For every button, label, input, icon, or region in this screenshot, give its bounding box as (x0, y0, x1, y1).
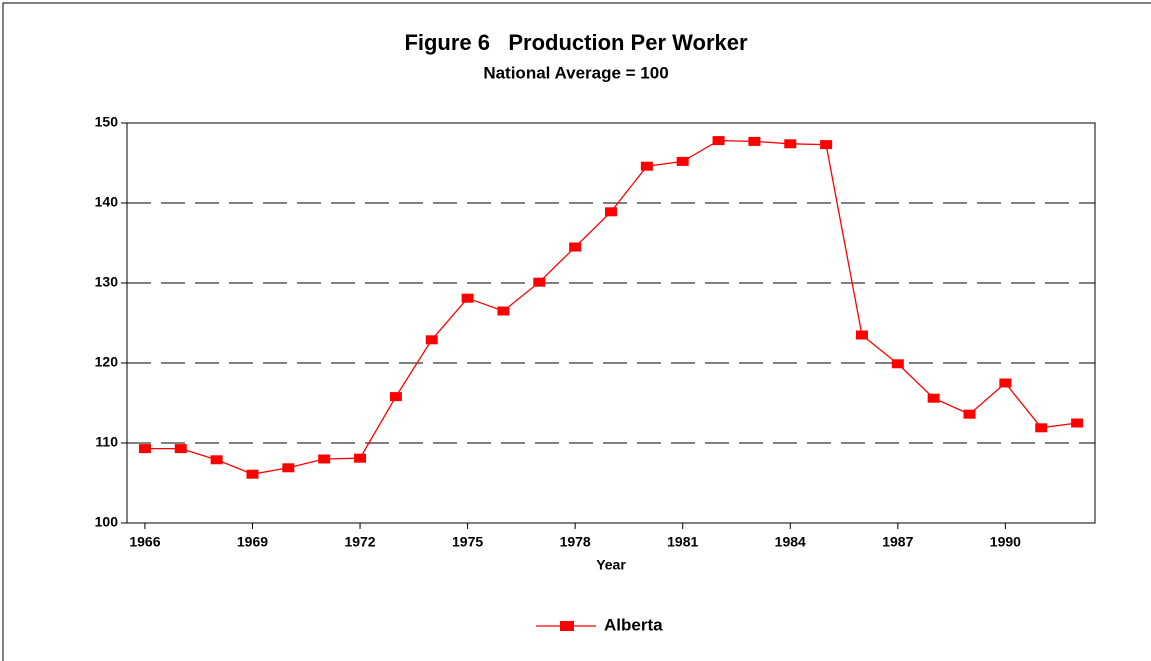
chart-title: Figure 6 Production Per Worker (404, 30, 748, 55)
point (389, 392, 402, 402)
x-tick-label: 1984 (775, 534, 806, 550)
point (282, 463, 295, 473)
legend-label: Alberta (604, 615, 663, 634)
x-axis-title: Year (596, 557, 626, 573)
point (1035, 423, 1048, 433)
point (963, 409, 976, 419)
point (210, 455, 223, 465)
x-tick-label: 1990 (990, 534, 1021, 550)
point (569, 242, 582, 252)
point (784, 139, 797, 149)
y-tick-label: 140 (95, 194, 119, 210)
y-tick-label: 150 (95, 114, 119, 130)
series-line (144, 139, 1078, 475)
point (999, 378, 1012, 388)
chart-subtitle: National Average = 100 (483, 63, 668, 82)
x-tick-label: 1975 (452, 534, 483, 550)
point (425, 335, 438, 345)
y-tick-label: 100 (95, 514, 119, 530)
point (497, 306, 510, 316)
point (1071, 418, 1084, 428)
x-tick-label: 1972 (344, 534, 375, 550)
point (855, 330, 868, 340)
x-tick-label: 1981 (667, 534, 698, 550)
x-tick-label: 1987 (882, 534, 913, 550)
legend-marker (560, 621, 574, 631)
point (461, 293, 474, 303)
point (640, 161, 653, 171)
point (533, 277, 546, 287)
point (712, 136, 725, 146)
point (605, 207, 617, 217)
y-tick-label: 110 (95, 434, 118, 450)
point (174, 444, 187, 454)
point (138, 444, 151, 454)
point (354, 453, 367, 463)
point (318, 454, 331, 464)
point (891, 359, 904, 369)
x-tick-label: 1969 (237, 534, 268, 550)
y-tick-label: 130 (95, 274, 119, 290)
point (676, 156, 689, 166)
point (820, 140, 833, 150)
plot-area (126, 122, 1096, 524)
point (748, 136, 761, 146)
x-tick-label: 1966 (129, 534, 160, 550)
point (246, 469, 259, 479)
point (927, 393, 940, 403)
x-tick-label: 1978 (560, 534, 591, 550)
y-tick-label: 120 (95, 354, 119, 370)
